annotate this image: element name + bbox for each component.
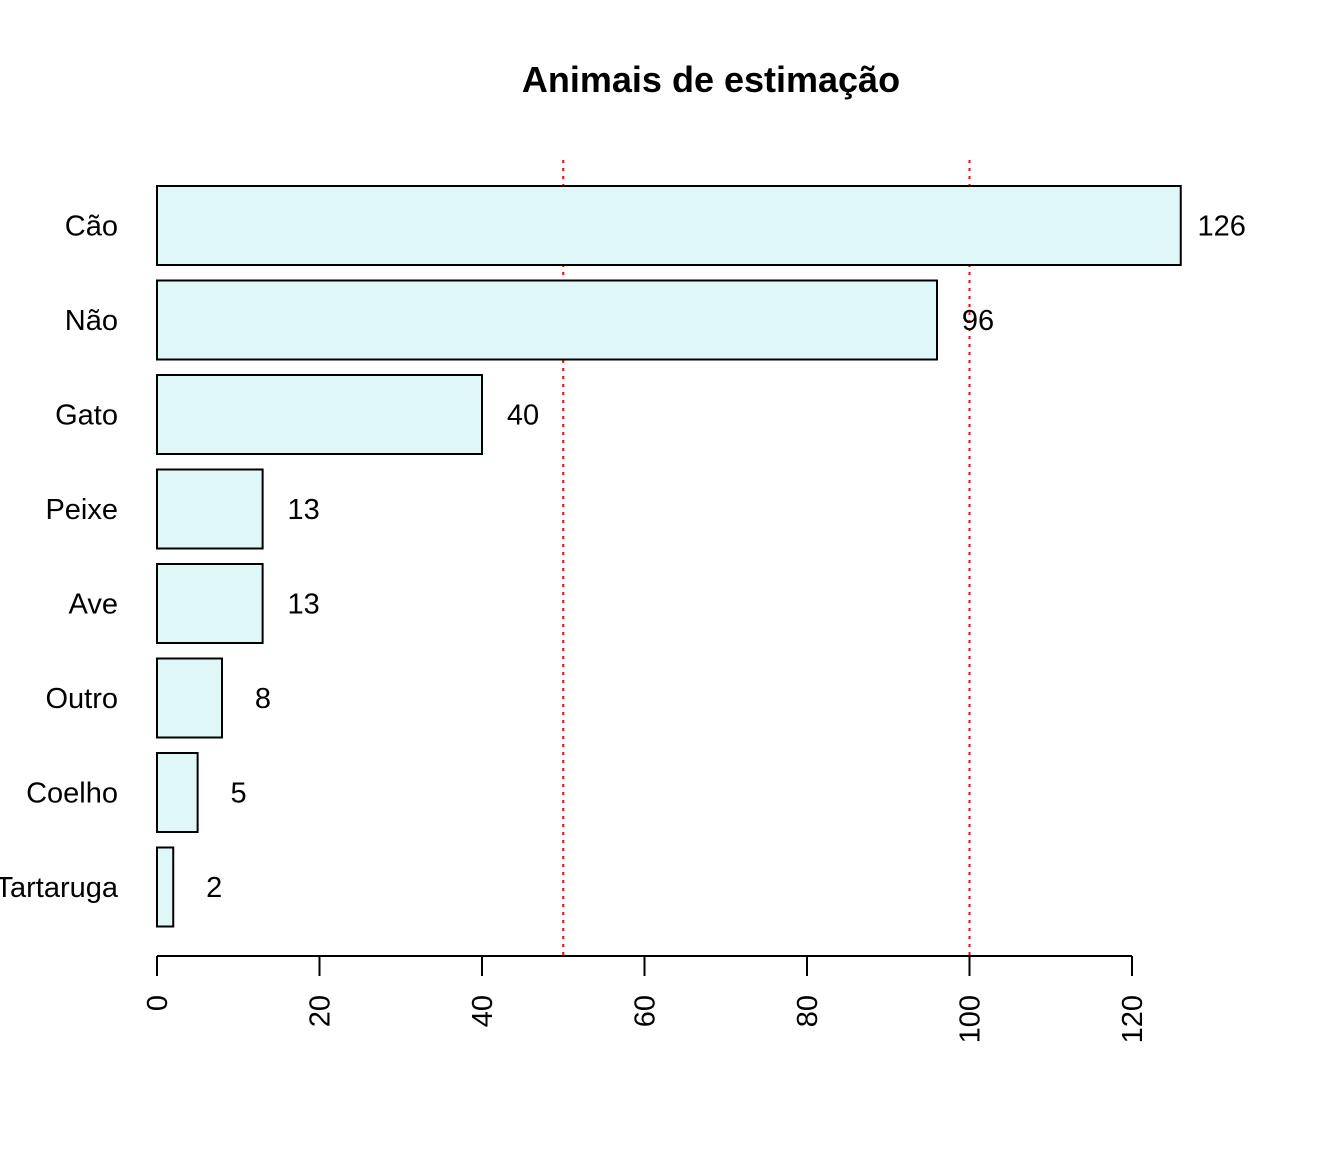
data-label: 13 (287, 494, 319, 526)
x-tick-label: 100 (955, 995, 987, 1043)
category-label: Cão (65, 211, 118, 243)
x-axis: 0 20 40 60 80 100 120 (142, 955, 1149, 1043)
category-label: Coelho (26, 778, 118, 810)
reference-lines (562, 160, 971, 956)
x-tick-label: 20 (305, 995, 337, 1027)
data-label: 96 (962, 305, 994, 337)
x-tick-label: 0 (142, 995, 174, 1011)
bar (156, 468, 264, 550)
bar (156, 374, 483, 455)
chart-title: Animais de estimação (522, 59, 900, 100)
category-label: Não (65, 305, 118, 337)
x-tick-label: 80 (792, 995, 824, 1027)
category-label: Gato (55, 400, 118, 432)
data-label: 40 (507, 400, 539, 432)
bars (156, 185, 1182, 928)
data-label: 5 (231, 778, 247, 810)
category-label: Tartaruga (0, 872, 119, 904)
data-label: 2 (206, 872, 222, 904)
bar (156, 279, 938, 361)
data-label: 13 (287, 589, 319, 621)
bar (156, 185, 1182, 266)
category-label: Peixe (45, 494, 118, 526)
value-labels: 126 96 40 13 13 8 5 2 (206, 211, 1246, 905)
x-tick-label: 120 (1117, 995, 1149, 1043)
x-tick-label: 40 (467, 995, 499, 1027)
data-label: 126 (1198, 211, 1246, 243)
bar (156, 657, 223, 739)
category-label: Ave (69, 589, 118, 621)
bar (156, 563, 264, 644)
bar (156, 846, 175, 928)
category-labels: Cão Não Gato Peixe Ave Outro Coelho Tartaruga (0, 211, 119, 905)
category-label: Outro (45, 683, 118, 715)
bar (156, 752, 199, 833)
x-tick-label: 60 (630, 995, 662, 1027)
data-label: 8 (255, 683, 271, 715)
